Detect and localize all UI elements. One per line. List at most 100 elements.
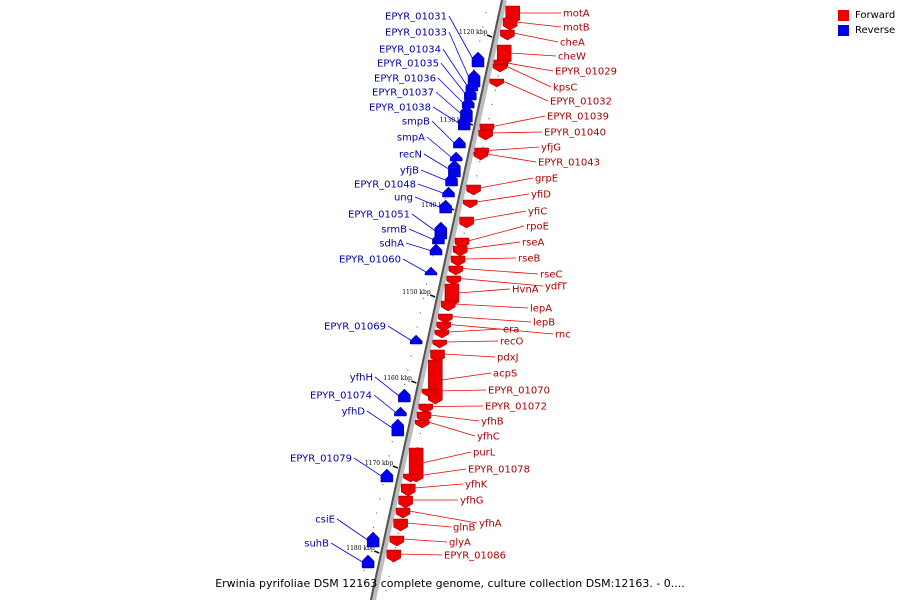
forward-gene-arrow[interactable] (450, 255, 466, 267)
reverse-gene-arrow[interactable] (398, 388, 411, 403)
forward-gene-arrow[interactable] (438, 313, 453, 324)
forward-gene-label[interactable]: EPYR_01078 (468, 465, 530, 476)
reverse-gene-arrow[interactable] (394, 406, 407, 417)
forward-gene-arrow[interactable] (432, 339, 447, 349)
forward-gene-arrow[interactable] (502, 17, 518, 31)
reverse-gene-arrow[interactable] (464, 86, 477, 101)
reverse-gene-arrow[interactable] (461, 96, 475, 109)
forward-gene-arrow[interactable] (421, 388, 437, 398)
forward-gene-label[interactable]: acpS (493, 369, 517, 380)
reverse-gene-label[interactable]: ung (394, 193, 413, 204)
forward-gene-label[interactable]: motB (563, 23, 590, 34)
forward-gene-label[interactable]: yfhC (477, 432, 500, 443)
forward-gene-label[interactable]: rseC (540, 270, 562, 281)
reverse-gene-arrow[interactable] (424, 266, 438, 276)
reverse-gene-label[interactable]: EPYR_01031 (385, 12, 447, 23)
forward-gene-arrow[interactable] (489, 78, 504, 88)
forward-gene-arrow[interactable] (452, 245, 468, 257)
forward-gene-arrow[interactable] (463, 199, 478, 209)
forward-gene-arrow[interactable] (389, 535, 405, 547)
reverse-gene-label[interactable]: EPYR_01035 (377, 59, 439, 70)
forward-gene-arrow[interactable] (478, 129, 493, 141)
forward-gene-arrow[interactable] (440, 300, 456, 312)
forward-gene-label[interactable]: yfhK (465, 480, 488, 491)
forward-gene-label[interactable]: EPYR_01043 (538, 158, 600, 169)
forward-gene-label[interactable]: glyA (449, 538, 471, 549)
forward-gene-label[interactable]: yfiD (531, 190, 551, 201)
reverse-gene-label[interactable]: yfjB (400, 166, 419, 177)
reverse-gene-label[interactable]: srmB (381, 225, 407, 236)
reverse-gene-arrow[interactable] (442, 186, 455, 198)
forward-gene-label[interactable]: yfhB (481, 417, 504, 428)
forward-gene-label[interactable]: EPYR_01070 (488, 386, 550, 397)
reverse-gene-arrow[interactable] (429, 243, 443, 256)
forward-gene-arrow[interactable] (414, 419, 430, 429)
forward-gene-label[interactable]: EPYR_01040 (544, 128, 606, 139)
forward-gene-arrow[interactable] (434, 329, 450, 339)
forward-gene-arrow[interactable] (418, 403, 433, 414)
forward-gene-arrow[interactable] (386, 549, 402, 563)
reverse-gene-arrow[interactable] (391, 418, 405, 437)
reverse-gene-label[interactable]: EPYR_01079 (290, 454, 352, 465)
forward-gene-label[interactable]: EPYR_01072 (485, 402, 547, 413)
forward-gene-arrow[interactable] (400, 483, 416, 497)
reverse-gene-arrow[interactable] (366, 531, 380, 548)
forward-gene-arrow[interactable] (436, 321, 451, 332)
reverse-gene-arrow[interactable] (471, 51, 485, 68)
forward-gene-arrow[interactable] (446, 275, 461, 286)
forward-gene-label[interactable]: kpsC (553, 83, 577, 94)
reverse-gene-label[interactable]: recN (399, 150, 422, 161)
reverse-gene-arrow[interactable] (453, 136, 466, 149)
reverse-gene-arrow[interactable] (449, 151, 463, 162)
forward-gene-label[interactable]: rseB (518, 254, 540, 265)
forward-gene-label[interactable]: yfhA (479, 519, 502, 530)
forward-gene-label[interactable]: EPYR_01032 (550, 97, 612, 108)
forward-gene-arrow[interactable] (393, 518, 408, 532)
reverse-gene-label[interactable]: EPYR_01060 (339, 255, 401, 266)
reverse-gene-arrow[interactable] (380, 468, 394, 483)
reverse-gene-label[interactable]: EPYR_01048 (354, 180, 416, 191)
reverse-gene-label[interactable]: EPYR_01074 (310, 391, 372, 402)
forward-gene-arrow[interactable] (398, 495, 413, 509)
forward-gene-arrow[interactable] (500, 29, 515, 41)
forward-gene-label[interactable]: recO (500, 337, 524, 348)
forward-gene-label[interactable]: rseA (522, 238, 544, 249)
forward-gene-label[interactable]: cheA (560, 38, 585, 49)
forward-gene-label[interactable]: yfiC (528, 207, 547, 218)
reverse-gene-label[interactable]: EPYR_01069 (324, 322, 386, 333)
forward-gene-label[interactable]: yfhG (460, 496, 484, 507)
forward-gene-arrow[interactable] (459, 216, 474, 229)
forward-gene-label[interactable]: rpoE (526, 222, 549, 233)
forward-gene-label[interactable]: rnc (555, 330, 571, 341)
reverse-gene-label[interactable]: EPYR_01036 (374, 74, 436, 85)
forward-gene-arrow[interactable] (408, 447, 424, 483)
forward-gene-label[interactable]: yfjG (541, 143, 561, 154)
forward-gene-label[interactable]: grpE (535, 174, 558, 185)
forward-gene-label[interactable]: EPYR_01086 (444, 551, 506, 562)
reverse-gene-label[interactable]: EPYR_01051 (348, 210, 410, 221)
reverse-gene-label[interactable]: EPYR_01038 (369, 103, 431, 114)
reverse-gene-label[interactable]: EPYR_01034 (379, 45, 441, 56)
forward-gene-arrow[interactable] (492, 63, 508, 73)
forward-gene-arrow[interactable] (428, 359, 443, 405)
reverse-gene-arrow[interactable] (361, 554, 375, 569)
forward-gene-label[interactable]: lepB (533, 318, 555, 329)
forward-gene-arrow[interactable] (403, 473, 418, 483)
reverse-gene-arrow[interactable] (448, 159, 461, 178)
reverse-gene-label[interactable]: yfhD (342, 407, 366, 418)
reverse-gene-label[interactable]: sdhA (379, 239, 404, 250)
reverse-gene-label[interactable]: EPYR_01037 (372, 88, 434, 99)
forward-gene-label[interactable]: HvnA (512, 285, 539, 296)
forward-gene-label[interactable]: EPYR_01029 (555, 67, 617, 78)
reverse-gene-label[interactable]: csiE (315, 515, 335, 526)
reverse-gene-label[interactable]: EPYR_01033 (385, 28, 447, 39)
reverse-gene-label[interactable]: yfhH (350, 373, 373, 384)
reverse-gene-label[interactable]: smpB (402, 117, 430, 128)
forward-gene-arrow[interactable] (473, 151, 489, 161)
forward-gene-arrow[interactable] (466, 184, 481, 196)
reverse-gene-arrow[interactable] (409, 334, 423, 345)
forward-gene-arrow[interactable] (448, 265, 464, 276)
forward-gene-label[interactable]: cheW (558, 52, 586, 63)
forward-gene-label[interactable]: purL (473, 448, 496, 459)
forward-gene-label[interactable]: EPYR_01039 (547, 112, 609, 123)
